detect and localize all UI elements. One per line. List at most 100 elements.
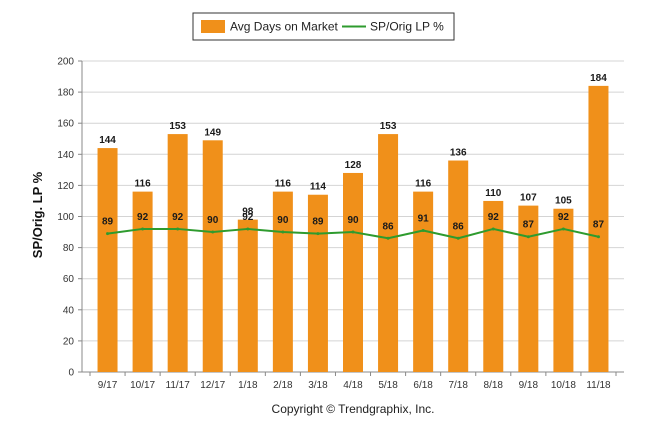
bar xyxy=(272,191,293,372)
line-series xyxy=(106,227,600,240)
x-tick-label: 8/18 xyxy=(484,380,504,391)
line-point xyxy=(596,235,600,239)
bar xyxy=(518,205,539,372)
bar xyxy=(483,200,504,372)
bar xyxy=(97,148,118,372)
legend: Avg Days on Market SP/Orig LP % xyxy=(192,12,455,41)
bar xyxy=(343,172,363,372)
line-point xyxy=(316,232,320,236)
bar xyxy=(202,140,223,372)
line-value-label: 89 xyxy=(102,217,114,228)
line-value-label: 90 xyxy=(347,215,359,226)
bar-data-labels: 144 116 153 149 98 116 114 128 153 116 136 110 107 10… xyxy=(99,73,607,218)
line-value-label: 87 xyxy=(523,220,535,231)
y-axis-title: SP/Orig. LP % xyxy=(30,171,45,258)
bar xyxy=(413,191,434,372)
bar-value-label: 98 xyxy=(242,207,254,218)
bar-value-label: 116 xyxy=(135,179,152,190)
bar-value-label: 128 xyxy=(345,160,362,171)
y-tick-label: 60 xyxy=(63,274,75,285)
line-point xyxy=(246,227,250,231)
x-tick-label: 6/18 xyxy=(413,380,433,391)
x-axis-ticks: 9/17 10/17 11/17 12/17 1/18 2/18 3/18 4/18 5/18 6… xyxy=(89,372,617,391)
line-value-label: 86 xyxy=(383,221,395,232)
line-value-label: 92 xyxy=(488,212,500,223)
bar xyxy=(553,208,574,372)
y-tick-label: 40 xyxy=(63,305,75,316)
legend-swatch-avg-days xyxy=(201,20,225,33)
line-value-label: 89 xyxy=(312,217,324,228)
x-tick-label: 4/18 xyxy=(343,380,363,391)
bar-value-label: 107 xyxy=(520,193,537,204)
x-tick-label: 12/17 xyxy=(200,380,225,391)
line-data-labels: 89 92 92 90 92 90 89 90 86 91 86 92 87 92 87 xyxy=(102,212,604,232)
y-tick-label: 180 xyxy=(57,88,74,99)
line-point xyxy=(351,230,355,234)
bar xyxy=(448,160,469,372)
bar xyxy=(132,191,153,372)
x-tick-label: 5/18 xyxy=(378,380,398,391)
bar-value-label: 136 xyxy=(450,148,467,159)
y-tick-label: 20 xyxy=(63,336,75,347)
bar-value-label: 153 xyxy=(169,121,186,132)
x-tick-label: 11/18 xyxy=(586,380,611,391)
x-tick-label: 10/18 xyxy=(551,380,576,391)
line-point xyxy=(141,227,145,231)
y-tick-label: 200 xyxy=(57,57,74,68)
line-value-label: 90 xyxy=(277,215,289,226)
x-tick-label: 9/17 xyxy=(98,380,118,391)
y-tick-label: 140 xyxy=(57,150,74,161)
x-tick-label: 7/18 xyxy=(448,380,468,391)
x-tick-label: 11/17 xyxy=(166,380,191,391)
y-tick-label: 80 xyxy=(63,243,75,254)
line-point xyxy=(106,232,110,236)
line-point xyxy=(211,230,215,234)
x-tick-label: 10/17 xyxy=(130,380,155,391)
legend-label-avg-days: Avg Days on Market xyxy=(230,20,338,34)
bar-value-label: 153 xyxy=(380,121,397,132)
line-value-label: 92 xyxy=(242,212,254,223)
legend-box xyxy=(192,12,455,41)
bar-value-label: 116 xyxy=(275,179,292,190)
line-value-label: 90 xyxy=(207,215,219,226)
y-tick-label: 0 xyxy=(68,368,74,379)
line-point xyxy=(561,227,565,231)
line-value-label: 86 xyxy=(453,221,465,232)
line-point xyxy=(456,236,460,240)
bars xyxy=(97,85,609,372)
y-tick-label: 160 xyxy=(57,119,74,130)
bar xyxy=(378,134,399,372)
legend-label-sp-orig: SP/Orig LP % xyxy=(370,20,444,34)
copyright-footer: Copyright © Trendgraphix, Inc. xyxy=(272,402,435,416)
line-value-label: 91 xyxy=(418,213,430,224)
y-tick-label: 100 xyxy=(57,212,74,223)
line-value-label: 92 xyxy=(137,212,149,223)
bar-value-label: 114 xyxy=(310,182,327,193)
line-point xyxy=(491,227,495,231)
bar-value-label: 184 xyxy=(590,73,607,84)
line-point xyxy=(386,236,390,240)
x-tick-label: 1/18 xyxy=(238,380,258,391)
bar-value-label: 105 xyxy=(555,196,572,207)
y-tick-label: 120 xyxy=(57,181,74,192)
line-point xyxy=(281,230,285,234)
bar xyxy=(167,134,188,372)
bar-value-label: 110 xyxy=(485,188,502,199)
bar xyxy=(237,219,258,372)
line-value-label: 87 xyxy=(593,220,605,231)
line-point xyxy=(176,227,180,231)
bar-value-label: 149 xyxy=(204,127,221,138)
y-axis-ticks: 0 20 40 60 80 100 120 140 160 180 200 xyxy=(57,57,82,379)
bar-value-label: 116 xyxy=(415,179,432,190)
bar xyxy=(307,194,328,372)
line-value-label: 92 xyxy=(558,212,570,223)
x-tick-label: 9/18 xyxy=(519,380,539,391)
x-tick-label: 2/18 xyxy=(273,380,293,391)
line-value-label: 92 xyxy=(172,212,184,223)
line-point xyxy=(526,235,530,239)
x-tick-label: 3/18 xyxy=(308,380,328,391)
bar-value-label: 144 xyxy=(99,135,116,146)
bar xyxy=(588,85,609,372)
line-point xyxy=(421,228,425,232)
